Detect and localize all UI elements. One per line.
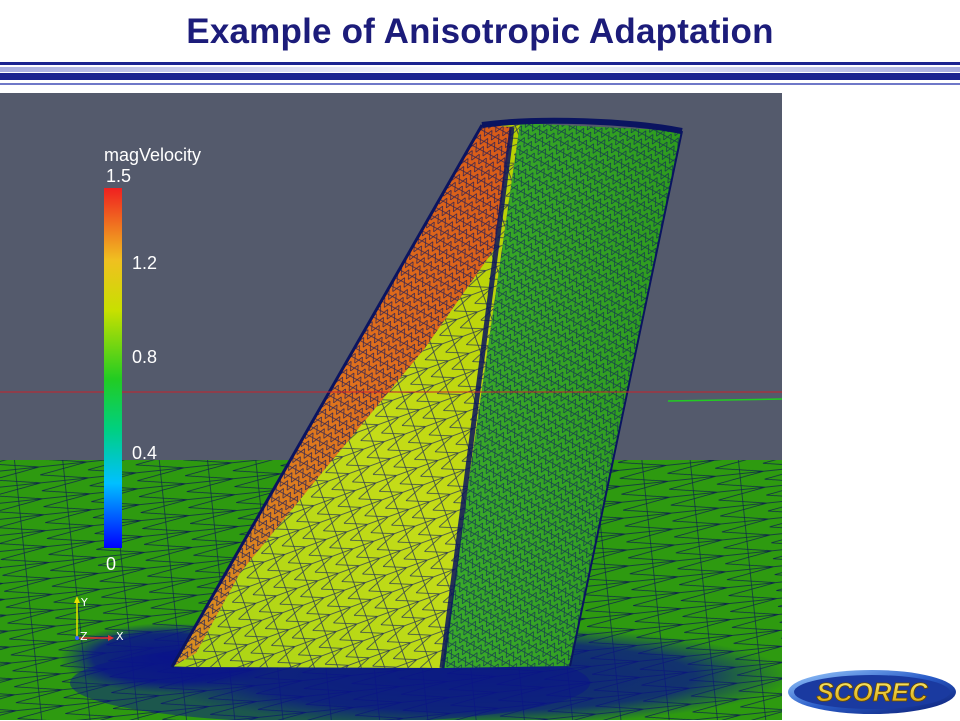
axis-y-label: Y [81, 596, 88, 609]
axis-x-label: X [116, 630, 124, 643]
header-rule-bottom [0, 83, 960, 85]
scorec-logo: SCOREC [786, 668, 958, 716]
axis-z-label: Z [80, 630, 88, 643]
legend-title: magVelocity [104, 145, 202, 165]
legend-tick-label: 1.2 [132, 253, 158, 273]
axes-triad [74, 596, 114, 641]
visualization-panel[interactable]: magVelocity 1.5 1.2 0.8 0.4 0 Y Z X [0, 93, 782, 720]
slide-title: Example of Anisotropic Adaptation [186, 12, 774, 51]
legend-max-label: 1.5 [106, 166, 132, 186]
logo-text: SCOREC [816, 677, 928, 707]
header-rule-lower [0, 73, 960, 80]
legend-tick-label: 0.4 [132, 443, 158, 463]
header-rule-middle [0, 67, 960, 72]
header-rule-top [0, 62, 960, 65]
colorbar [104, 188, 122, 548]
legend-tick-label: 0.8 [132, 347, 158, 367]
mesh-render [0, 93, 782, 720]
legend-min-label: 0 [106, 554, 117, 574]
